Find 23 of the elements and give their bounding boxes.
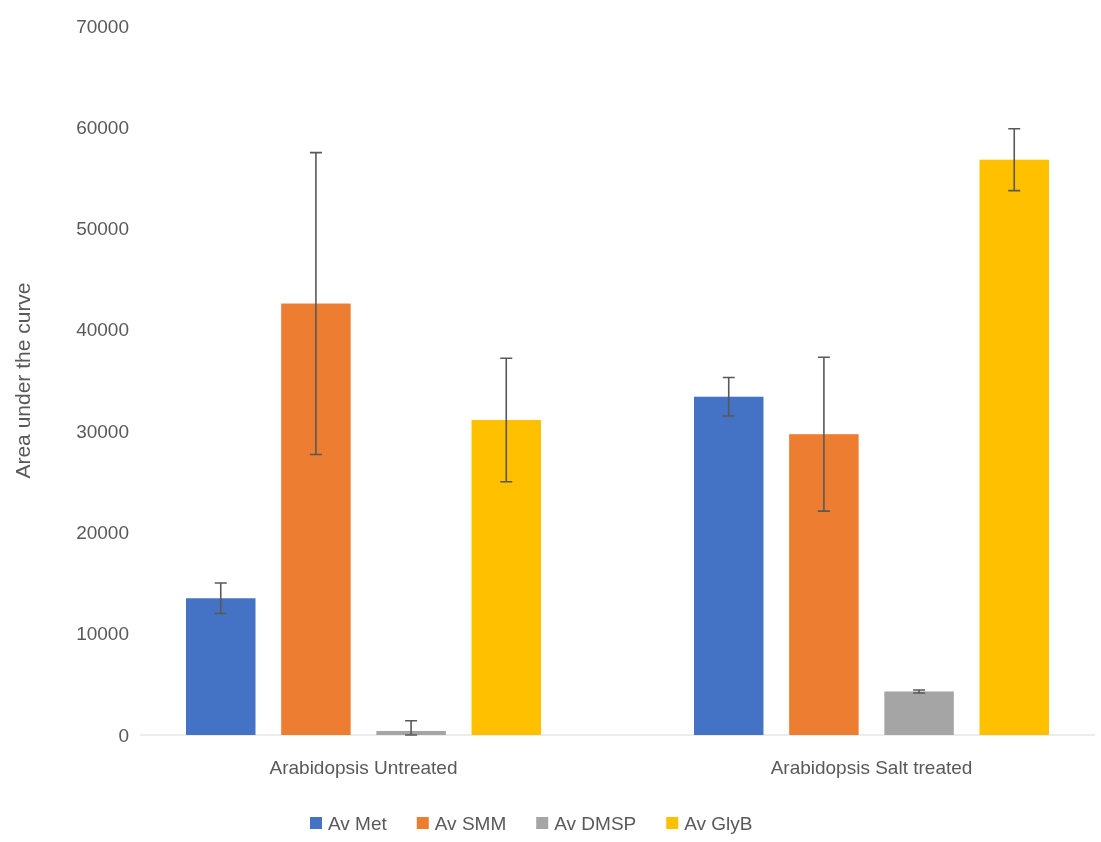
- y-tick-label: 60000: [76, 116, 129, 138]
- x-tick-label: Arabidopsis Salt treated: [770, 757, 973, 779]
- bar: [186, 598, 256, 735]
- bar: [471, 420, 542, 735]
- bar: [884, 691, 954, 735]
- legend-label: Av SMM: [434, 813, 507, 834]
- bar: [376, 730, 446, 735]
- legend-label: Av DMSP: [554, 813, 637, 834]
- y-tick-label: 70000: [76, 15, 129, 37]
- bar: [693, 396, 764, 735]
- y-tick-label: 10000: [76, 623, 129, 645]
- y-tick-label: 30000: [76, 420, 129, 442]
- y-tick-label: 0: [118, 724, 129, 746]
- y-tick-label: 20000: [76, 522, 129, 544]
- legend-label: Av GlyB: [684, 813, 753, 834]
- y-axis-title: Area under the curve: [11, 282, 34, 479]
- bar: [281, 303, 351, 735]
- bar: [789, 434, 859, 735]
- y-tick-label: 50000: [76, 218, 129, 240]
- legend-label: Av Met: [328, 813, 388, 834]
- bar: [979, 159, 1049, 735]
- y-tick-label: 40000: [76, 319, 129, 341]
- x-tick-label: Arabidopsis Untreated: [269, 757, 458, 779]
